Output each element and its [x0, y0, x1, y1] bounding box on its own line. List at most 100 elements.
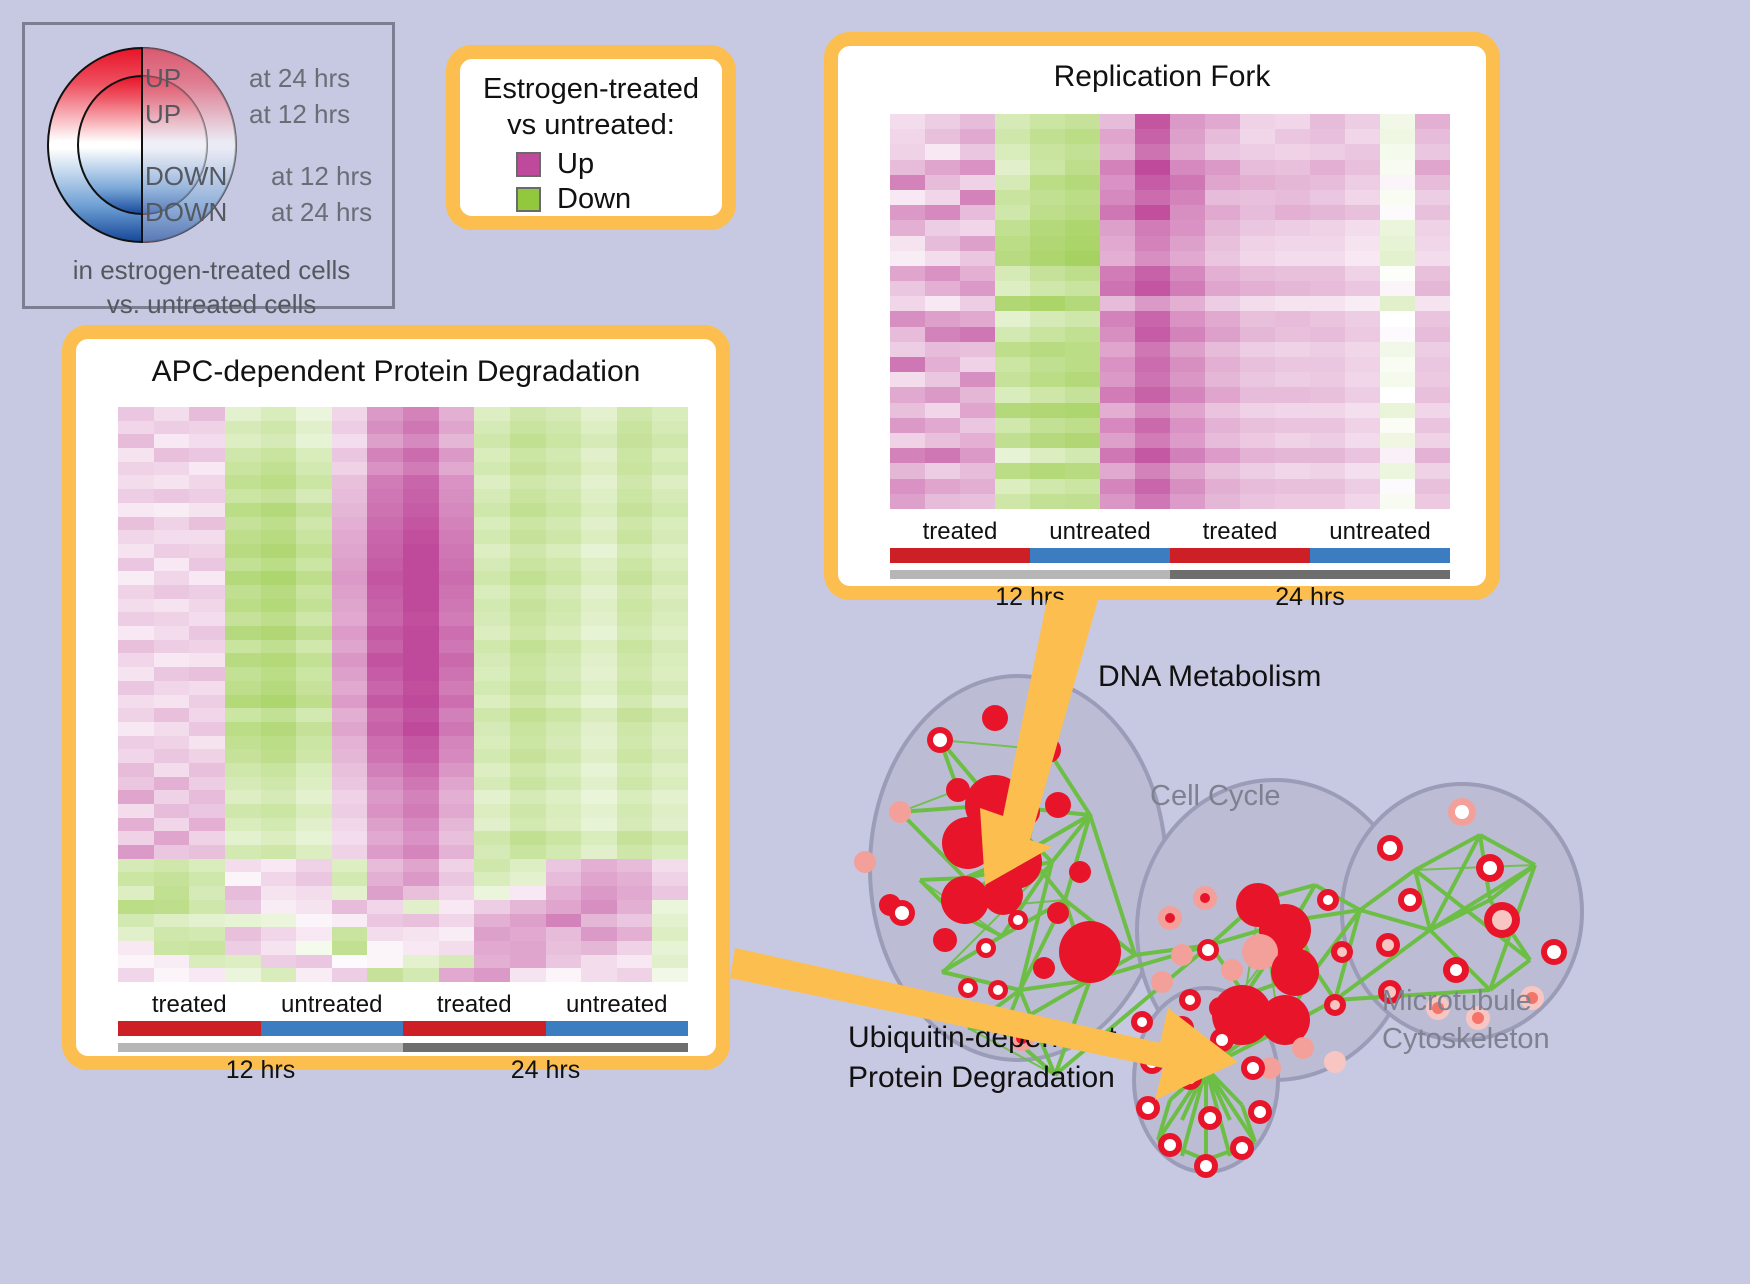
heatmap-cell — [331, 708, 368, 722]
heatmap-cell — [960, 493, 995, 509]
heatmap-cell — [367, 543, 403, 558]
heatmap-cell — [296, 899, 332, 914]
heatmap-cell — [1135, 326, 1170, 342]
heatmap-cell — [118, 680, 154, 695]
heatmap-cell — [581, 708, 617, 722]
heatmap-cell — [995, 174, 1030, 190]
heatmap-cell — [1310, 235, 1345, 251]
heatmap-cell — [1415, 265, 1450, 282]
heatmap-cell — [1135, 402, 1170, 418]
heatmap-cell — [1065, 311, 1100, 327]
heatmap-cell — [474, 776, 510, 791]
heatmap-cell — [509, 954, 546, 969]
heatmap-cell — [1275, 448, 1310, 464]
heatmap-cell — [890, 372, 925, 388]
colour-wheel-graphic — [47, 47, 237, 243]
heatmap-cell — [509, 571, 546, 585]
heatmap-cell — [960, 372, 995, 388]
heatmap-cell — [474, 530, 510, 544]
replication-group-2: treated — [1202, 518, 1278, 545]
heatmap-cell — [509, 940, 546, 955]
heatmap-cell — [118, 858, 154, 873]
heatmap-cell — [1100, 341, 1135, 358]
heatmap-cell — [1205, 281, 1240, 297]
heatmap-cell — [960, 235, 995, 251]
heatmap-cell — [995, 326, 1030, 342]
heatmap-cell — [367, 407, 403, 421]
heatmap-cell — [925, 144, 960, 160]
heatmap-cell — [224, 571, 261, 585]
heatmap-cell — [189, 927, 225, 941]
heatmap-cell — [1065, 493, 1100, 509]
heatmap-cell — [545, 940, 582, 955]
heatmap-cell — [367, 653, 403, 668]
heatmap-cell — [367, 899, 403, 914]
heatmap-cell — [1100, 493, 1135, 509]
heatmap-cell — [296, 571, 332, 585]
heatmap-cell — [652, 407, 688, 421]
heatmap-cell — [296, 667, 332, 681]
heatmap-cell — [616, 530, 653, 544]
heatmap-cell — [581, 954, 617, 969]
heatmap-cell — [189, 749, 225, 763]
heatmap-cell — [652, 762, 688, 777]
heatmap-cell — [1345, 341, 1380, 358]
heatmap-cell — [331, 680, 368, 695]
heatmap-cell — [1380, 159, 1415, 175]
heatmap-cell — [545, 776, 582, 791]
heatmap-cell — [367, 571, 403, 585]
heatmap-cell — [1240, 174, 1275, 190]
wheel-footer: in estrogen-treated cells vs. untreated … — [25, 253, 398, 321]
heatmap-cell — [438, 571, 475, 585]
heatmap-cell — [296, 872, 332, 887]
heatmap-cell — [616, 680, 653, 695]
heatmap-cell — [995, 493, 1030, 509]
heatmap-cell — [189, 886, 225, 900]
heatmap-cell — [367, 461, 403, 476]
heatmap-cell — [545, 420, 582, 435]
heatmap-cell — [367, 639, 403, 654]
heatmap-cell — [1310, 144, 1345, 160]
heatmap-cell — [474, 584, 510, 599]
heatmap-cell — [1135, 189, 1170, 206]
heatmap-cell — [995, 114, 1030, 130]
heatmap-cell — [474, 653, 510, 668]
heatmap-cell — [1380, 174, 1415, 190]
heatmap-cell — [925, 311, 960, 327]
heatmap-cell — [1310, 159, 1345, 175]
heatmap-cell — [1205, 159, 1240, 175]
heatmap-cell — [581, 667, 617, 681]
heatmap-cell — [1170, 189, 1205, 206]
heatmap-cell — [1380, 265, 1415, 282]
heatmap-cell — [260, 434, 297, 449]
heatmap-cell — [260, 694, 297, 709]
heatmap-cell — [1030, 372, 1065, 388]
heatmap-cell — [1030, 250, 1065, 266]
heatmap-cell — [1345, 493, 1380, 509]
heatmap-cell — [545, 735, 582, 750]
heatmap-cell — [925, 463, 960, 479]
heatmap-cell — [1345, 402, 1380, 418]
heatmap-cell — [509, 489, 546, 503]
heatmap-cell — [1100, 144, 1135, 160]
heatmap-cell — [1310, 205, 1345, 221]
heatmap-cell — [995, 372, 1030, 388]
heatmap-cell — [545, 749, 582, 763]
heatmap-cell — [153, 749, 190, 763]
heatmap-cell — [331, 584, 368, 599]
heatmap-cell — [118, 968, 154, 982]
replication-time-colorbars — [890, 570, 1450, 579]
heatmap-cell — [118, 845, 154, 859]
heatmap-cell — [153, 653, 190, 668]
heatmap-cell — [403, 530, 439, 544]
heatmap-cell — [1415, 220, 1450, 236]
wheel-divider-line — [141, 47, 143, 243]
heatmap-cell — [1135, 463, 1170, 479]
heatmap-cell — [1030, 448, 1065, 464]
heatmap-cell — [890, 114, 925, 130]
legend-item-down-label: Down — [557, 183, 632, 215]
heatmap-cell — [224, 475, 261, 490]
heatmap-cell — [153, 407, 190, 421]
heatmap-cell — [995, 478, 1030, 494]
heatmap-cell — [995, 433, 1030, 449]
